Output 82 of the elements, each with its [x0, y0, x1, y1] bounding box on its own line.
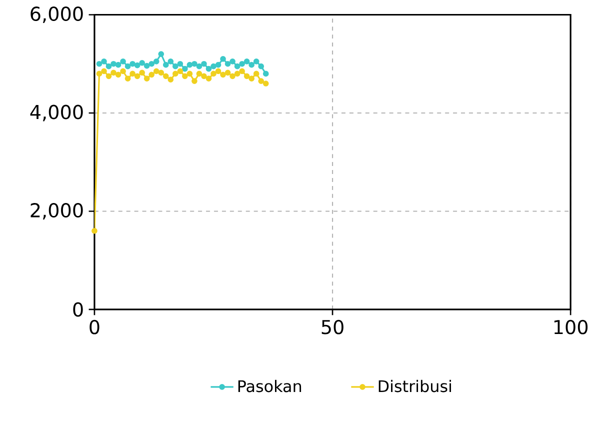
point: [96, 70, 102, 77]
point: [206, 66, 212, 72]
point: [262, 70, 269, 77]
point: [162, 73, 169, 80]
point: [192, 78, 198, 84]
y-tick-label: 6,000: [30, 6, 83, 24]
point: [110, 70, 116, 76]
point: [258, 63, 264, 70]
point: [220, 72, 226, 78]
point: [101, 68, 107, 74]
point: [148, 72, 155, 78]
point: [258, 78, 264, 84]
point: [248, 76, 255, 82]
point: [96, 61, 102, 67]
point: [172, 63, 178, 70]
x-tick-label: 0: [90, 320, 100, 334]
legend-label: Distribusi: [378, 380, 451, 392]
point: [168, 76, 174, 83]
point: [182, 73, 188, 80]
point: [162, 62, 169, 68]
point: [110, 61, 116, 67]
legend-label: Pasokan: [238, 380, 302, 392]
point: [239, 68, 245, 74]
point: [101, 58, 107, 64]
point: [148, 61, 155, 67]
point: [210, 63, 216, 70]
point: [234, 70, 240, 77]
point: [144, 76, 150, 82]
point: [248, 62, 255, 68]
point: [158, 70, 164, 76]
point: [92, 228, 98, 234]
point: [224, 61, 231, 67]
point: [220, 56, 226, 62]
point: [120, 68, 126, 74]
point: [124, 76, 131, 82]
point: [201, 73, 207, 80]
point: [172, 70, 178, 77]
point: [134, 73, 140, 80]
point: [177, 61, 184, 67]
point: [224, 70, 231, 76]
point: [182, 66, 188, 72]
point: [115, 72, 122, 78]
point: [253, 58, 260, 64]
point: [215, 68, 222, 74]
point: [106, 73, 112, 80]
point: [210, 70, 216, 77]
point: [144, 62, 150, 69]
y-tick-label: 4,000: [30, 104, 83, 122]
point: [186, 62, 193, 68]
x-tick-label: 100: [554, 320, 588, 334]
point: [230, 58, 236, 64]
point: [186, 70, 193, 77]
point: [139, 60, 146, 66]
point: [134, 62, 140, 68]
point: [244, 73, 250, 80]
point: [158, 51, 164, 58]
point: [215, 62, 222, 68]
point: [139, 70, 146, 76]
point: [196, 70, 202, 77]
point: [130, 70, 136, 77]
point: [192, 61, 198, 67]
y-tick-label: 2,000: [30, 203, 83, 220]
point: [253, 70, 260, 77]
x-tick-label: 50: [322, 320, 344, 334]
point: [201, 61, 207, 67]
point: [130, 61, 136, 67]
point: [262, 80, 269, 87]
point: [196, 63, 202, 70]
point: [106, 63, 112, 70]
point: [206, 76, 212, 82]
point: [244, 58, 250, 64]
point: [153, 68, 160, 74]
point: [124, 63, 131, 70]
y-tick-label: 0: [73, 302, 83, 317]
point: [177, 68, 184, 74]
point: [168, 58, 174, 64]
point: [120, 58, 126, 64]
point: [234, 63, 240, 70]
point: [153, 58, 160, 64]
point: [115, 62, 122, 68]
point: [230, 73, 236, 80]
point: [239, 61, 245, 67]
